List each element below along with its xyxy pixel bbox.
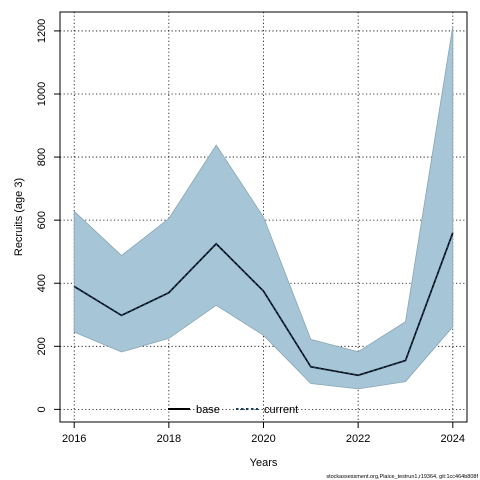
x-tick-label-2016: 2016 — [62, 433, 86, 445]
y-axis-ticks: 0 200 400 600 800 1000 1200 — [36, 19, 60, 412]
x-tick-label-2024: 2024 — [441, 433, 465, 445]
x-tick-label-2020: 2020 — [251, 433, 275, 445]
y-tick-label-200: 200 — [36, 337, 48, 355]
y-tick-label-1000: 1000 — [36, 82, 48, 106]
y-tick-label-400: 400 — [36, 274, 48, 292]
y-axis-title: Recruits (age 3) — [13, 178, 25, 256]
x-axis-ticks: 2016 2018 2020 2022 2024 — [62, 422, 465, 445]
legend: base current — [168, 404, 298, 416]
confidence-band — [73, 26, 454, 390]
x-tick-label-2022: 2022 — [346, 433, 370, 445]
x-tick-label-2018: 2018 — [157, 433, 181, 445]
confidence-band-layer — [73, 26, 454, 390]
series-lines-layer — [73, 232, 454, 377]
legend-label-current: current — [264, 404, 298, 416]
y-tick-label-0: 0 — [36, 406, 48, 412]
y-tick-label-800: 800 — [36, 148, 48, 166]
legend-label-base: base — [196, 404, 220, 416]
footer-credit: stockassessment.org,Plaice_testrun1,r193… — [326, 474, 478, 480]
y-tick-label-1200: 1200 — [36, 19, 48, 43]
series-line-base — [73, 232, 454, 377]
x-axis-title: Years — [250, 457, 278, 469]
y-tick-label-600: 600 — [36, 211, 48, 229]
